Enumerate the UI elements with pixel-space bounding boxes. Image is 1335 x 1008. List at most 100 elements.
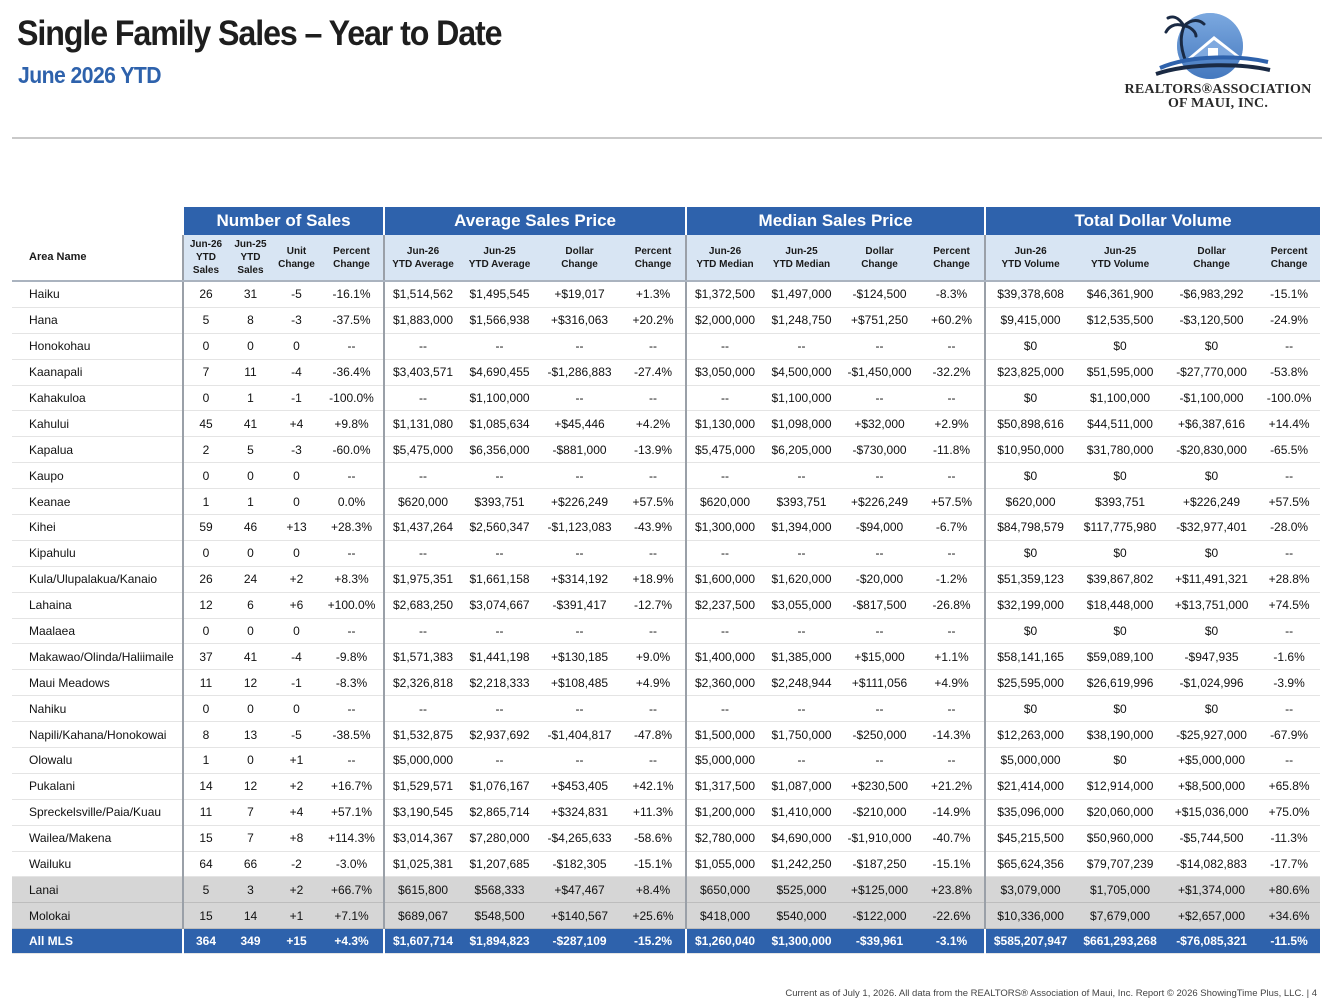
table-cell: $0 bbox=[1165, 462, 1259, 490]
table-cell: $1,131,080 bbox=[383, 410, 462, 438]
table-cell: -- bbox=[538, 462, 622, 490]
table-cell: -- bbox=[919, 747, 986, 774]
table-cell: -- bbox=[919, 385, 986, 412]
table-cell: $2,000,000 bbox=[685, 307, 764, 334]
table-cell: -- bbox=[763, 333, 841, 360]
table-cell: $4,690,455 bbox=[461, 359, 539, 386]
table-cell: -$182,305 bbox=[538, 851, 622, 878]
table-cell: 26 bbox=[182, 566, 228, 593]
table-cell: +20.2% bbox=[621, 307, 687, 334]
area-name-cell: Lahaina bbox=[12, 592, 183, 619]
table-cell: +21.2% bbox=[919, 773, 986, 800]
table-cell: 12 bbox=[228, 773, 273, 800]
column-header: Jun-26 YTD Average bbox=[383, 235, 462, 282]
table-cell: $1,300,000 bbox=[685, 514, 764, 541]
table-cell: $39,378,608 bbox=[984, 281, 1076, 308]
table-cell: +$140,567 bbox=[538, 902, 622, 930]
table-cell: -- bbox=[685, 385, 764, 412]
table-cell: -- bbox=[320, 540, 385, 567]
table-cell: $23,825,000 bbox=[984, 359, 1076, 386]
table-cell: 1 bbox=[228, 488, 273, 516]
table-cell: -- bbox=[763, 462, 841, 490]
table-cell: -60.0% bbox=[320, 436, 385, 464]
table-cell: 7 bbox=[182, 359, 228, 386]
table-cell: $1,705,000 bbox=[1075, 876, 1166, 904]
table-cell: $1,497,000 bbox=[763, 281, 841, 308]
table-cell: $1,385,000 bbox=[763, 643, 841, 671]
table-cell: -- bbox=[538, 540, 622, 567]
table-cell: $0 bbox=[984, 462, 1076, 490]
table-cell: -15.1% bbox=[1258, 281, 1321, 308]
table-cell: +$11,491,321 bbox=[1165, 566, 1259, 593]
table-row: Maui Meadows 11 12 -1 -8.3% $2,326,818 $2,218,… bbox=[12, 669, 1321, 697]
table-cell: +9.0% bbox=[621, 643, 687, 671]
table-cell: $59,089,100 bbox=[1075, 643, 1166, 671]
table-cell: +4.9% bbox=[919, 669, 986, 697]
table-cell: -$27,770,000 bbox=[1165, 359, 1259, 386]
column-header-line: YTD Median bbox=[696, 258, 754, 270]
table-cell: 46 bbox=[228, 514, 273, 541]
table-cell: $1,883,000 bbox=[383, 307, 462, 334]
table-cell: 7 bbox=[228, 799, 273, 826]
table-cell: -4 bbox=[273, 643, 320, 671]
column-header: Jun-25 YTD Median bbox=[763, 235, 841, 282]
area-name-cell: Lanai bbox=[12, 876, 183, 904]
table-cell: -11.3% bbox=[1258, 825, 1321, 852]
column-header-line: Jun-26 bbox=[1014, 245, 1047, 257]
table-cell: 0 bbox=[228, 747, 273, 774]
table-row: Napili/Kahana/Honokowai 8 13 -5 -38.5% $1,532… bbox=[12, 721, 1321, 749]
table-cell: -53.8% bbox=[1258, 359, 1321, 386]
table-cell: +75.0% bbox=[1258, 799, 1321, 826]
area-name-cell: Kapalua bbox=[12, 436, 183, 464]
table-cell: -9.8% bbox=[320, 643, 385, 671]
area-name-cell: Kaanapali bbox=[12, 359, 183, 386]
table-cell: 45 bbox=[182, 410, 228, 438]
table-row: Kaupo 0 0 0 -- -- -- -- -- -- -- -- -- $0 $0 $0 -- bbox=[12, 462, 1321, 490]
table-cell: $525,000 bbox=[763, 876, 841, 904]
table-cell: $2,560,347 bbox=[461, 514, 539, 541]
column-header-line: YTD bbox=[196, 252, 216, 263]
table-cell: 0 bbox=[228, 540, 273, 567]
table-cell: $620,000 bbox=[984, 488, 1076, 516]
table-cell: $0 bbox=[1165, 540, 1259, 567]
table-cell: -- bbox=[840, 333, 920, 360]
table-cell: +66.7% bbox=[320, 876, 385, 904]
table-cell: -47.8% bbox=[621, 721, 687, 749]
table-cell: +18.9% bbox=[621, 566, 687, 593]
table-cell: -14.3% bbox=[919, 721, 986, 749]
column-header: Dollar Change bbox=[840, 235, 920, 282]
table-cell: -- bbox=[840, 462, 920, 490]
table-cell: +$125,000 bbox=[840, 876, 920, 904]
table-cell: -- bbox=[919, 618, 986, 645]
table-cell: -- bbox=[538, 385, 622, 412]
table-cell: -- bbox=[1258, 747, 1321, 774]
column-header-line: Change bbox=[1270, 258, 1308, 270]
column-header-line: Jun-25 bbox=[234, 239, 267, 250]
table-cell: $1,087,000 bbox=[763, 773, 841, 800]
area-name-cell: Wailuku bbox=[12, 851, 183, 878]
table-cell: $5,000,000 bbox=[685, 747, 764, 774]
column-header: Jun-25 YTD Volume bbox=[1075, 235, 1166, 282]
table-cell: $5,475,000 bbox=[383, 436, 462, 464]
table-row: Spreckelsville/Paia/Kuau 11 7 +4 +57.1% $3,19… bbox=[12, 799, 1321, 826]
realtors-association-logo: REALTORS®ASSOCIATION OF MAUI, INC. bbox=[1110, 10, 1320, 111]
table-cell: +6 bbox=[273, 592, 320, 619]
table-cell: -3.0% bbox=[320, 851, 385, 878]
table-cell: -- bbox=[1258, 462, 1321, 490]
column-header-line: Jun-26 bbox=[406, 245, 440, 257]
table-cell: $1,514,562 bbox=[383, 281, 462, 308]
table-cell: $393,751 bbox=[1075, 488, 1166, 516]
table-cell: +$108,485 bbox=[538, 669, 622, 697]
table-cell: -- bbox=[621, 333, 687, 360]
column-header-line: Jun-25 bbox=[785, 245, 818, 257]
table-cell: $2,360,000 bbox=[685, 669, 764, 697]
table-cell: 0 bbox=[182, 618, 228, 645]
table-cell: -1.6% bbox=[1258, 643, 1321, 671]
table-cell: $1,200,000 bbox=[685, 799, 764, 826]
table-cell: $2,937,692 bbox=[461, 721, 539, 749]
table-cell: $2,780,000 bbox=[685, 825, 764, 852]
table-cell: -- bbox=[1258, 695, 1321, 723]
table-cell: -- bbox=[685, 695, 764, 723]
table-cell: -- bbox=[1258, 333, 1321, 360]
table-cell: 3 bbox=[228, 876, 273, 904]
